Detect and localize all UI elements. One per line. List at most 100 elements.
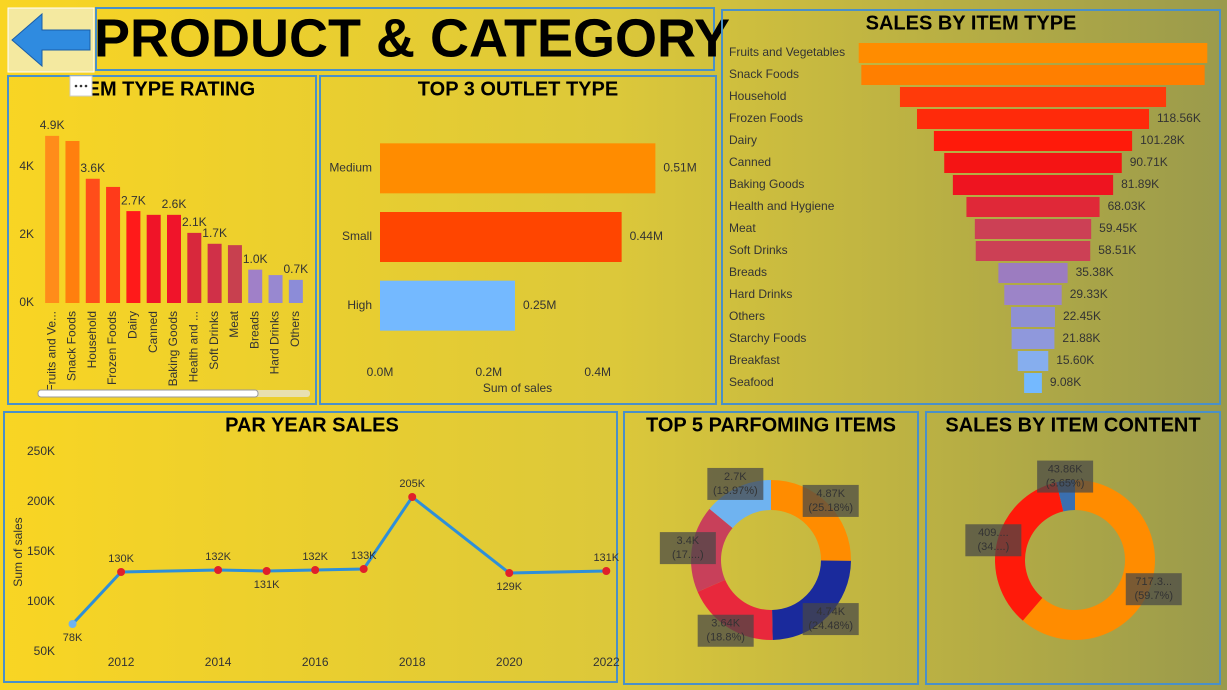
x-tick-label: 2014 bbox=[205, 655, 232, 669]
y-tick-label: 50K bbox=[34, 644, 55, 658]
category-label: Fruits and Vegetables bbox=[729, 45, 845, 59]
data-label: 118.56K bbox=[1157, 111, 1201, 125]
donut-slice bbox=[771, 480, 851, 561]
bar bbox=[106, 186, 121, 303]
point bbox=[262, 567, 271, 575]
funnel-bar bbox=[858, 43, 1208, 63]
x-tick-label: 0.2M bbox=[476, 365, 503, 379]
category-label: Household bbox=[729, 89, 786, 103]
funnel-bar bbox=[1017, 351, 1049, 371]
chart-title: ITEM TYPE RATING bbox=[69, 78, 255, 100]
label-box bbox=[802, 484, 859, 517]
funnel-bar bbox=[1004, 285, 1062, 305]
category-label: Snack Foods bbox=[729, 67, 799, 81]
x-tick-label: 2018 bbox=[399, 655, 426, 669]
label-box bbox=[802, 603, 859, 636]
x-tick-label: Dairy bbox=[126, 311, 140, 339]
bar bbox=[288, 279, 303, 303]
chart-title: SALES BY ITEM CONTENT bbox=[945, 414, 1200, 436]
point bbox=[505, 569, 514, 577]
y-tick-label: Small bbox=[342, 229, 372, 243]
back-button[interactable] bbox=[7, 7, 95, 73]
data-label: 2.7K bbox=[121, 193, 146, 207]
x-axis-label: Sum of sales bbox=[483, 381, 552, 395]
category-label: Breads bbox=[729, 265, 767, 279]
point bbox=[68, 620, 77, 628]
panel bbox=[623, 411, 919, 685]
category-label: Soft Drinks bbox=[729, 243, 788, 257]
percent-label: (24.48%) bbox=[808, 620, 853, 632]
data-label: 90.71K bbox=[1130, 155, 1168, 169]
x-tick-label: Frozen Foods bbox=[105, 311, 119, 385]
x-tick-label: Snack Foods bbox=[65, 311, 79, 381]
x-tick-label: Soft Drinks bbox=[207, 311, 221, 370]
more-options-button[interactable] bbox=[69, 75, 93, 97]
scrollbar-thumb[interactable] bbox=[37, 389, 259, 398]
data-label: 22.45K bbox=[1063, 309, 1101, 323]
data-label: 3.6K bbox=[80, 161, 105, 175]
category-label: Starchy Foods bbox=[729, 331, 806, 345]
data-label: 0.25M bbox=[523, 298, 556, 312]
data-label: 68.03K bbox=[1108, 199, 1146, 213]
bar bbox=[85, 178, 100, 303]
point bbox=[311, 566, 320, 574]
x-tick-label: Canned bbox=[146, 311, 160, 353]
funnel-bar bbox=[974, 219, 1092, 239]
funnel-bar bbox=[899, 87, 1167, 107]
data-label: 132K bbox=[205, 551, 231, 563]
x-tick-label: Fruits and Ve... bbox=[44, 311, 58, 392]
x-tick-label: 2022 bbox=[593, 655, 620, 669]
funnel-bar bbox=[944, 153, 1122, 173]
data-label: 1.7K bbox=[202, 226, 227, 240]
bar bbox=[126, 211, 141, 303]
x-tick-label: 0.0M bbox=[367, 365, 394, 379]
data-label: 1.0K bbox=[243, 252, 268, 266]
funnel-bar bbox=[1011, 329, 1055, 349]
data-label: 205K bbox=[399, 478, 425, 490]
category-label: Health and Hygiene bbox=[729, 199, 835, 213]
data-label: 133K bbox=[351, 550, 377, 562]
label-box bbox=[965, 524, 1022, 557]
point bbox=[408, 493, 417, 501]
panel bbox=[7, 75, 317, 405]
funnel-bar bbox=[975, 241, 1091, 261]
bar bbox=[146, 214, 161, 303]
data-label: 59.45K bbox=[1099, 221, 1137, 235]
percent-label: (13.97%) bbox=[713, 485, 758, 497]
data-label: 4.9K bbox=[40, 118, 65, 132]
funnel-bar bbox=[933, 131, 1133, 151]
label-box bbox=[1037, 460, 1094, 493]
data-label: 21.88K bbox=[1062, 331, 1100, 345]
data-label: 9.08K bbox=[1050, 375, 1081, 389]
data-label: 130K bbox=[108, 553, 134, 565]
bar bbox=[187, 232, 202, 303]
panel bbox=[925, 411, 1221, 685]
bar bbox=[65, 140, 80, 303]
x-tick-label: Others bbox=[288, 311, 302, 347]
data-label: 4.74K bbox=[816, 606, 845, 618]
page-title: PRODUCT & CATEGORY bbox=[94, 8, 730, 68]
bar bbox=[207, 243, 222, 303]
panel bbox=[3, 411, 618, 683]
x-tick-label: Baking Goods bbox=[166, 311, 180, 386]
category-label: Frozen Foods bbox=[729, 111, 803, 125]
category-label: Baking Goods bbox=[729, 177, 804, 191]
category-label: Breakfast bbox=[729, 353, 780, 367]
y-tick-label: 150K bbox=[27, 544, 55, 558]
x-tick-label: Household bbox=[85, 311, 99, 368]
percent-label: (18.8%) bbox=[706, 632, 745, 644]
chart-title: TOP 5 PARFOMING ITEMS bbox=[646, 414, 896, 436]
panel bbox=[319, 75, 717, 405]
x-tick-label: 2016 bbox=[302, 655, 329, 669]
y-axis-label: Sum of sales bbox=[11, 517, 25, 586]
point bbox=[117, 568, 126, 576]
y-tick-label: Medium bbox=[329, 161, 372, 175]
data-label: 129K bbox=[496, 581, 522, 593]
x-tick-label: 0.4M bbox=[584, 365, 611, 379]
bar bbox=[248, 269, 263, 303]
data-label: 0.7K bbox=[284, 262, 309, 276]
category-label: Meat bbox=[729, 221, 756, 235]
data-label: 35.38K bbox=[1076, 265, 1114, 279]
data-label: 43.86K bbox=[1048, 463, 1084, 475]
